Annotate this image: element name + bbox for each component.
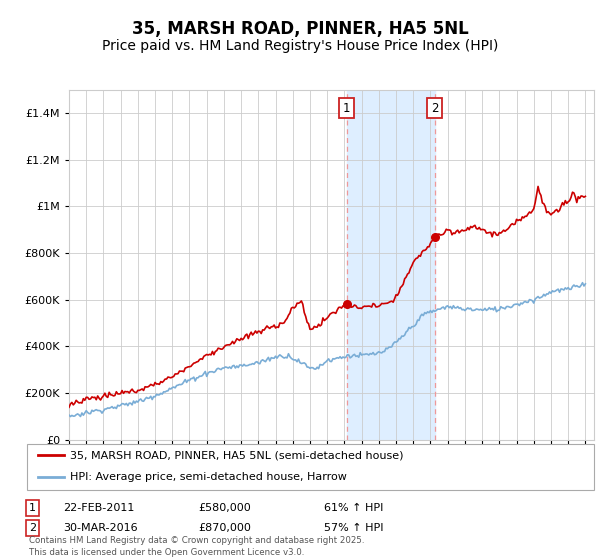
Text: 57% ↑ HPI: 57% ↑ HPI [324,523,383,533]
Text: HPI: Average price, semi-detached house, Harrow: HPI: Average price, semi-detached house,… [70,472,346,482]
Text: £870,000: £870,000 [198,523,251,533]
Text: 61% ↑ HPI: 61% ↑ HPI [324,503,383,513]
Text: Contains HM Land Registry data © Crown copyright and database right 2025.
This d: Contains HM Land Registry data © Crown c… [29,536,364,557]
Text: £580,000: £580,000 [198,503,251,513]
Text: 2: 2 [29,523,36,533]
Text: 1: 1 [29,503,36,513]
Text: 2: 2 [431,102,439,115]
Bar [347,90,435,440]
Text: 1: 1 [343,102,350,115]
Text: Price paid vs. HM Land Registry's House Price Index (HPI): Price paid vs. HM Land Registry's House … [102,39,498,53]
Text: 30-MAR-2016: 30-MAR-2016 [63,523,137,533]
Text: 35, MARSH ROAD, PINNER, HA5 5NL: 35, MARSH ROAD, PINNER, HA5 5NL [131,20,469,38]
Text: 35, MARSH ROAD, PINNER, HA5 5NL (semi-detached house): 35, MARSH ROAD, PINNER, HA5 5NL (semi-de… [70,450,403,460]
Text: 22-FEB-2011: 22-FEB-2011 [63,503,134,513]
